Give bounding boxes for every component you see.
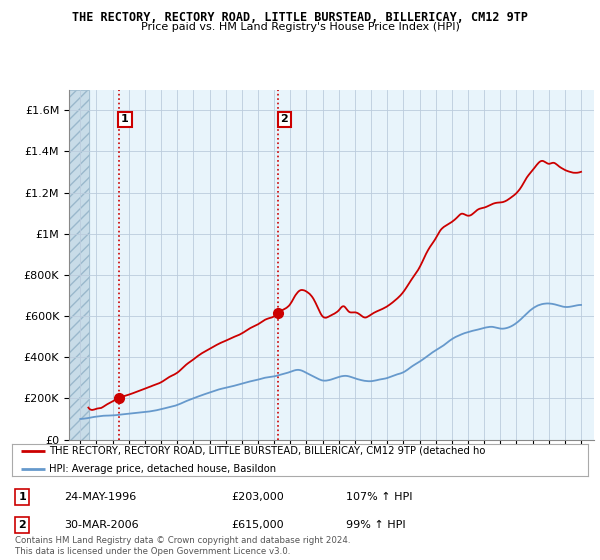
Text: 2: 2 xyxy=(19,520,26,530)
Text: 30-MAR-2006: 30-MAR-2006 xyxy=(64,520,139,530)
Bar xyxy=(69,90,89,440)
Text: 1: 1 xyxy=(121,114,129,124)
Text: THE RECTORY, RECTORY ROAD, LITTLE BURSTEAD, BILLERICAY, CM12 9TP (detached ho: THE RECTORY, RECTORY ROAD, LITTLE BURSTE… xyxy=(49,446,486,456)
Bar xyxy=(69,90,89,440)
Text: £615,000: £615,000 xyxy=(231,520,284,530)
Text: Contains HM Land Registry data © Crown copyright and database right 2024.
This d: Contains HM Land Registry data © Crown c… xyxy=(15,536,350,556)
Text: 24-MAY-1996: 24-MAY-1996 xyxy=(64,492,136,502)
Text: 2: 2 xyxy=(280,114,288,124)
Text: THE RECTORY, RECTORY ROAD, LITTLE BURSTEAD, BILLERICAY, CM12 9TP: THE RECTORY, RECTORY ROAD, LITTLE BURSTE… xyxy=(72,11,528,24)
Text: Price paid vs. HM Land Registry's House Price Index (HPI): Price paid vs. HM Land Registry's House … xyxy=(140,22,460,32)
Text: HPI: Average price, detached house, Basildon: HPI: Average price, detached house, Basi… xyxy=(49,464,277,474)
Text: 1: 1 xyxy=(19,492,26,502)
Text: 107% ↑ HPI: 107% ↑ HPI xyxy=(346,492,413,502)
Text: 99% ↑ HPI: 99% ↑ HPI xyxy=(346,520,406,530)
Text: £203,000: £203,000 xyxy=(231,492,284,502)
